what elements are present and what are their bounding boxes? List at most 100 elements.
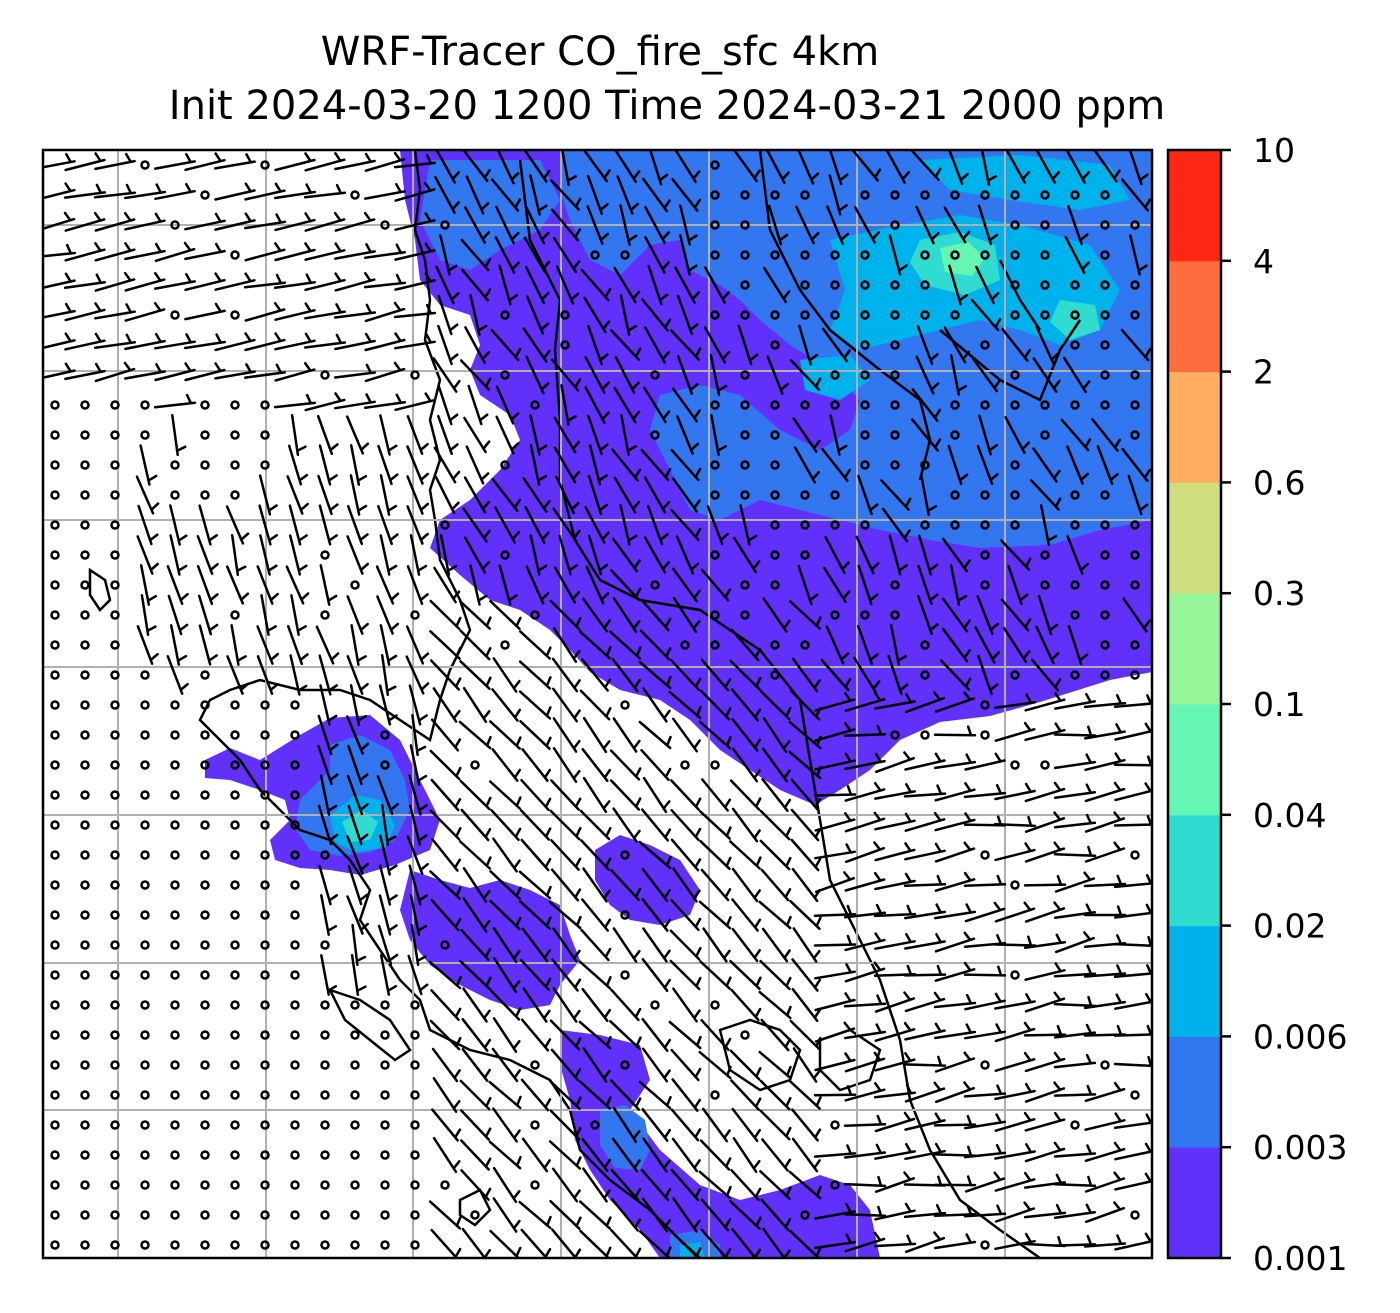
calm-wind-circle (500, 370, 510, 380)
calm-wind-circle (170, 220, 180, 230)
wind-barb (731, 867, 761, 903)
calm-wind-circle (290, 1090, 300, 1100)
calm-wind-circle (890, 730, 900, 740)
colorbar-segment (1168, 704, 1221, 816)
wind-barb (364, 182, 406, 200)
calm-wind-circle (80, 1210, 90, 1220)
calm-wind-circle (170, 1090, 180, 1100)
calm-wind-circle (800, 520, 810, 530)
wind-barb (495, 385, 520, 425)
calm-wind-circle (800, 640, 810, 650)
wind-barb (904, 1231, 946, 1254)
wind-barb (843, 1205, 887, 1218)
wind-barb (489, 989, 522, 1021)
calm-wind-circle (200, 1060, 210, 1070)
calm-wind-circle (110, 520, 120, 530)
wind-barb (411, 713, 427, 757)
calm-wind-circles (50, 160, 1140, 1250)
wind-barb (1035, 325, 1060, 365)
wind-barb (433, 446, 461, 484)
wind-barb (1128, 150, 1149, 186)
wind-barb (978, 414, 999, 456)
calm-wind-circle (140, 760, 150, 770)
wind-barb (1091, 418, 1122, 452)
calm-wind-circle (740, 250, 750, 260)
wind-barb (853, 656, 881, 694)
wind-barb (318, 444, 338, 486)
calm-wind-circle (890, 610, 900, 620)
wind-barb (579, 809, 612, 841)
calm-wind-circle (320, 940, 330, 950)
calm-wind-circle (110, 430, 120, 440)
wind-barb (560, 150, 577, 186)
calm-wind-circle (980, 490, 990, 500)
calm-wind-circle (80, 910, 90, 920)
calm-wind-circle (980, 700, 990, 710)
wind-barb (611, 657, 641, 693)
calm-wind-circle (140, 940, 150, 950)
calm-wind-circle (80, 550, 90, 560)
calm-wind-circle (50, 1000, 60, 1010)
wind-barb (612, 1106, 641, 1144)
wind-barb (349, 444, 368, 486)
wind-barb (610, 329, 642, 361)
wind-barb (459, 959, 492, 991)
wind-barb (674, 150, 701, 184)
wind-barb (948, 264, 969, 306)
wind-barb (334, 152, 376, 171)
calm-wind-circle (890, 340, 900, 350)
wind-barb (430, 718, 462, 752)
wind-barb (732, 1137, 761, 1173)
wind-barb (1030, 658, 1062, 692)
calm-wind-circle (890, 430, 900, 440)
wind-barb (288, 504, 308, 546)
calm-wind-circle (170, 1060, 180, 1070)
wind-barb (524, 506, 550, 544)
calm-wind-circle (770, 250, 780, 260)
wind-barb (492, 837, 521, 873)
wind-barb (525, 355, 550, 395)
wind-barb (699, 689, 732, 721)
calm-wind-circle (140, 790, 150, 800)
wind-barb (488, 780, 522, 810)
wind-barb (304, 303, 346, 320)
wind-barb (274, 152, 316, 172)
calm-wind-circle (530, 1060, 540, 1070)
wind-barb (844, 691, 886, 712)
wind-barb (874, 1202, 916, 1221)
wind-barb (123, 183, 167, 200)
wind-barb (763, 266, 791, 304)
calm-wind-circle (260, 880, 270, 890)
wind-barb (303, 333, 347, 349)
wind-barb (244, 182, 286, 201)
calm-wind-circle (140, 670, 150, 680)
calm-wind-circle (950, 490, 960, 500)
wind-barb (903, 903, 947, 920)
wind-barb (363, 273, 407, 289)
calm-wind-circle (920, 310, 930, 320)
calm-wind-circle (230, 1000, 240, 1010)
wind-barb (64, 362, 106, 381)
calm-wind-circle (290, 880, 300, 890)
wind-barb (461, 1017, 492, 1053)
calm-wind-circle (110, 640, 120, 650)
wind-barb (429, 870, 462, 900)
calm-wind-circle (170, 970, 180, 980)
wind-barb (792, 1047, 821, 1083)
wind-barb (646, 504, 669, 546)
calm-wind-circle (170, 1000, 180, 1010)
calm-wind-circle (80, 430, 90, 440)
wind-barb (519, 630, 552, 660)
wind-barb (334, 211, 376, 232)
wind-barb (578, 1020, 612, 1050)
wind-barb (347, 804, 369, 846)
calm-wind-circle (770, 490, 780, 500)
wind-barb (1000, 598, 1032, 632)
calm-wind-circle (170, 1030, 180, 1040)
wind-barb (788, 1170, 822, 1200)
calm-wind-circle (260, 400, 270, 410)
calm-wind-circle (50, 910, 60, 920)
wind-barb (813, 784, 857, 797)
wind-barb (612, 807, 641, 843)
wind-barb (1084, 1141, 1126, 1163)
